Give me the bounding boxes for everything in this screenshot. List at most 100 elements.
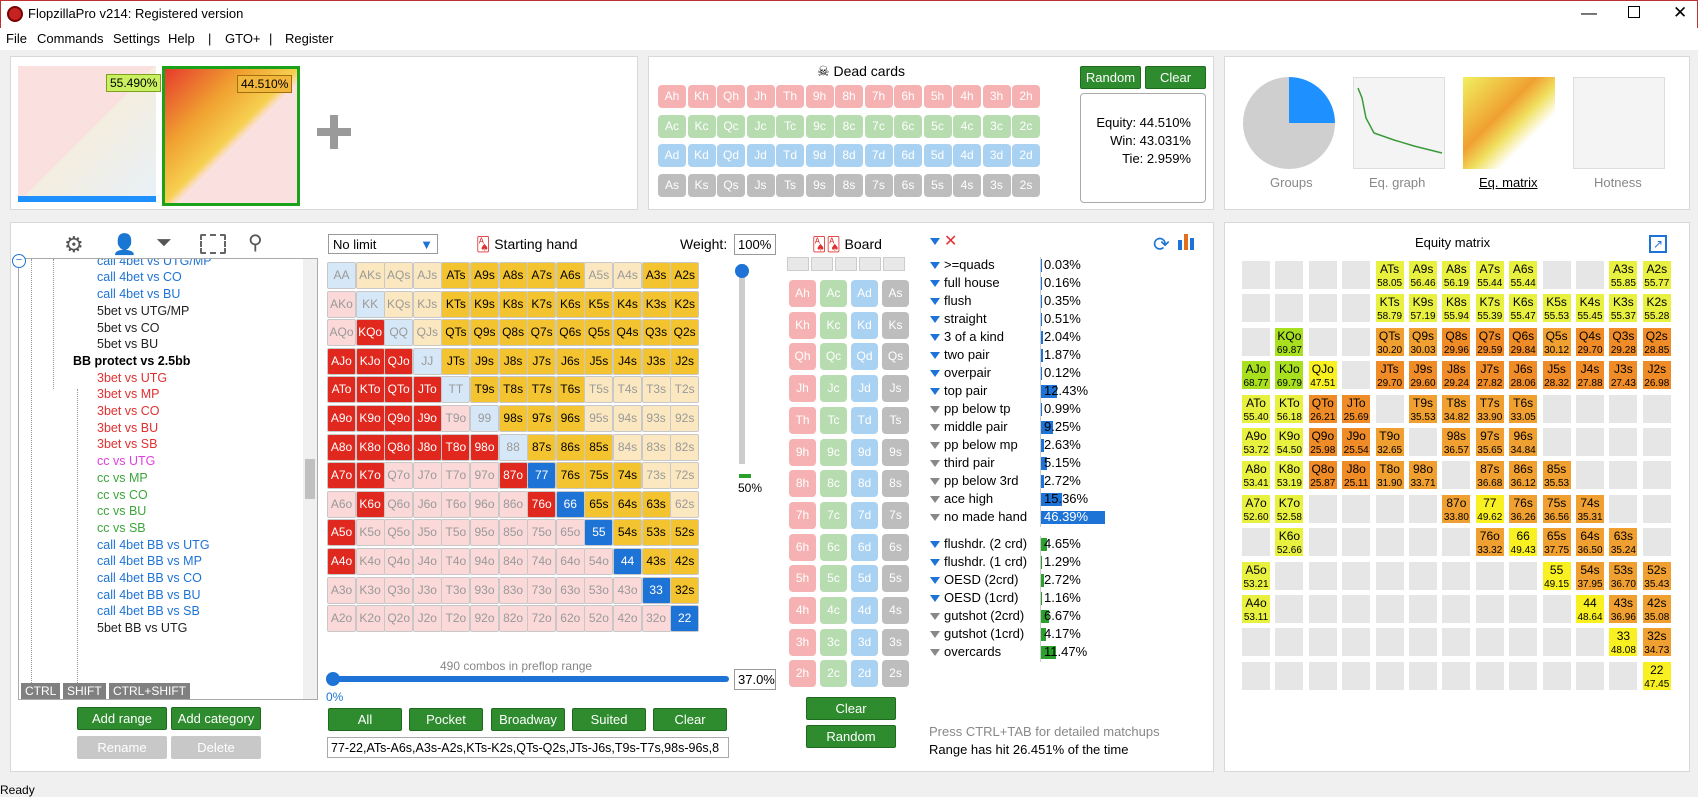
dead-card[interactable]: 4c [953,114,981,138]
matrix-cell[interactable]: J3s 27.43 [1608,360,1639,391]
matrix-cell[interactable] [1274,627,1305,658]
board-clear-button[interactable]: Clear [806,697,896,720]
hand-cell[interactable]: 54s [613,519,642,547]
filter-icon[interactable] [930,406,940,414]
board-slot[interactable] [883,257,905,271]
filter-icon[interactable] [930,233,944,248]
eq-graph-thumbnail[interactable] [1353,77,1445,169]
tree-item[interactable]: 5bet vs UTG/MP [97,303,190,318]
hand-cell[interactable]: 62o [555,605,585,633]
hand-cell[interactable]: 83s [641,433,671,461]
matrix-cell[interactable]: 44 48.64 [1575,594,1605,624]
matrix-cell[interactable]: A5o 53.21 [1241,560,1271,591]
board-card[interactable]: Ah [789,280,816,307]
hand-cell[interactable]: T5o [441,519,471,547]
hand-cell[interactable]: J8o [412,433,442,461]
filter-icon[interactable] [930,577,940,585]
matrix-cell[interactable] [1608,427,1639,457]
matrix-cell[interactable]: A9o 53.72 [1241,427,1271,457]
matrix-cell[interactable]: 54s 37.95 [1575,560,1605,591]
matrix-cell[interactable]: Q6s 29.84 [1508,326,1539,357]
matrix-cell[interactable]: Q2s 28.85 [1641,326,1672,357]
hand-cell[interactable]: QTo [384,376,414,404]
matrix-cell[interactable]: T7s 33.90 [1474,393,1505,424]
matrix-cell[interactable] [1408,594,1438,624]
dead-card[interactable]: Jh [746,85,775,108]
tree-item[interactable]: 5bet BB vs UTG [97,621,188,636]
popout-icon[interactable]: ↗ [1649,235,1667,253]
matrix-cell[interactable] [1441,527,1472,558]
filter-icon[interactable] [930,334,940,342]
board-card[interactable]: Jh [789,375,816,403]
hand-cell[interactable]: KJo [355,347,385,375]
tree-item[interactable]: call 4bet vs CO [97,270,182,285]
add-range-button[interactable]: Add range [77,707,167,730]
hand-cell[interactable]: K8s [498,290,528,318]
hand-cell[interactable]: 72s [670,462,700,490]
matrix-cell[interactable] [1307,493,1338,524]
dead-card[interactable]: Ts [776,173,804,197]
matrix-cell[interactable] [1241,660,1271,691]
hand-cell[interactable]: 98o [470,433,499,461]
matrix-cell[interactable]: A3s 55.85 [1608,260,1639,290]
hand-cell[interactable]: 82o [498,605,528,633]
dead-card[interactable]: 3d [982,144,1011,167]
matrix-cell[interactable]: 43s 36.96 [1608,594,1639,624]
board-card[interactable]: 6c [820,533,847,561]
matrix-cell[interactable] [1408,527,1438,558]
weight-input[interactable]: 100% [734,234,776,255]
board-card[interactable]: 2h [789,660,816,688]
hand-cell[interactable]: 93s [641,405,671,432]
matrix-cell[interactable]: 33 48.08 [1608,627,1639,658]
hand-cell[interactable]: KJs [412,290,442,318]
matrix-cell[interactable] [1575,427,1605,457]
hand-cell[interactable]: 53o [584,576,614,604]
matrix-cell[interactable]: J2s 26.98 [1641,360,1672,391]
hand-cell[interactable]: K8o [355,433,385,461]
matrix-cell[interactable]: 87s 36.68 [1474,460,1505,491]
board-card[interactable]: 2d [851,660,878,688]
tree-item[interactable]: call 4bet BB vs SB [97,604,200,619]
matrix-cell[interactable] [1575,660,1605,691]
matrix-cell[interactable] [1341,560,1372,591]
hand-cell[interactable]: J6s [555,347,585,375]
matrix-cell[interactable] [1508,594,1539,624]
dead-card[interactable]: 3s [982,173,1011,197]
board-card[interactable]: 4s [882,597,909,624]
matrix-cell[interactable]: 76s 36.26 [1508,493,1539,524]
hand-cell[interactable]: 73s [641,462,671,490]
matrix-cell[interactable]: J9o 25.54 [1341,427,1372,457]
board-card[interactable]: 5s [882,565,909,593]
matrix-cell[interactable] [1641,427,1672,457]
matrix-cell[interactable] [1307,627,1338,658]
hand-cell[interactable]: 94s [613,405,642,432]
board-slot[interactable] [811,257,833,271]
hand-cell[interactable]: J2s [670,347,700,375]
hand-cell[interactable]: J5s [584,347,614,375]
matrix-cell[interactable]: KTs 58.79 [1374,293,1405,324]
matrix-cell[interactable]: Q9o 25.98 [1307,427,1338,457]
hand-cell[interactable]: A9s [470,262,499,289]
matrix-cell[interactable] [1341,326,1372,357]
filter-icon[interactable] [930,460,940,468]
tree-item[interactable]: call 4bet vs BU [97,287,181,302]
menu-register[interactable]: Register [285,31,334,46]
tree-item[interactable]: cc vs SB [97,520,146,535]
matrix-cell[interactable] [1341,260,1372,290]
clear-button[interactable]: Clear [653,708,727,731]
matrix-cell[interactable]: 63s 35.24 [1608,527,1639,558]
matrix-cell[interactable] [1374,594,1405,624]
suited-button[interactable]: Suited [572,708,646,731]
hand-cell[interactable]: 53s [641,519,671,547]
hand-cell[interactable]: J6o [412,490,442,518]
matrix-cell[interactable] [1441,460,1472,491]
hand-cell[interactable]: 74o [527,548,557,575]
hand-cell[interactable]: A4s [613,262,642,289]
hand-cell[interactable]: T7o [441,462,471,490]
board-card[interactable]: 2s [882,660,909,688]
matrix-cell[interactable]: K7o 52.58 [1274,493,1305,524]
matrix-cell[interactable]: QTo 26.21 [1307,393,1338,424]
matrix-cell[interactable] [1408,560,1438,591]
hand-cell[interactable]: J4s [613,347,642,375]
hand-cell[interactable]: KQs [384,290,414,318]
